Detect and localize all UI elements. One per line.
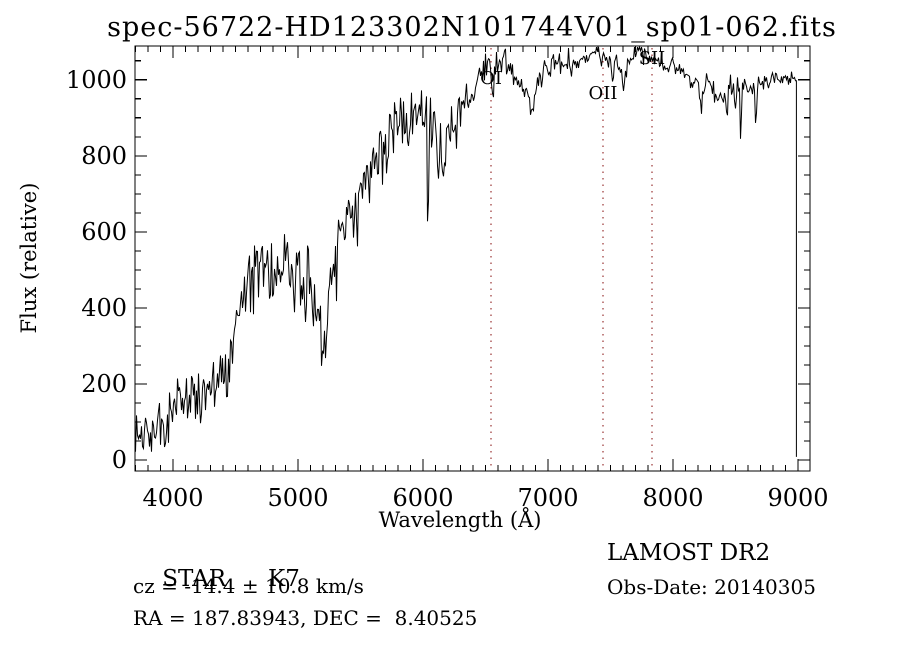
ra-dec: RA = 187.83943, DEC = 8.40525 xyxy=(133,606,478,630)
y-tick-label: 400 xyxy=(81,294,127,322)
spectrum-path xyxy=(135,45,797,457)
obs-date: Obs-Date: 20140305 xyxy=(607,575,816,599)
plot-title: spec-56722-HD123302N101744V01_sp01-062.f… xyxy=(107,12,837,43)
x-tick-label: 8000 xyxy=(642,484,703,512)
spectrum-plot: 4000 5000 6000 7000 8000 9000 0 200 400 600 800 100… xyxy=(17,12,837,532)
y-tick-label: 600 xyxy=(81,218,127,246)
survey-label: LAMOST DR2 xyxy=(607,540,771,566)
x-tick-label: 5000 xyxy=(267,484,328,512)
spectrum-trace xyxy=(135,45,797,457)
x-tick-label: 7000 xyxy=(517,484,578,512)
spectral-line-label: OII xyxy=(589,83,618,104)
x-tick-label: 6000 xyxy=(392,484,453,512)
plot-frame xyxy=(134,45,811,472)
axis-tick-labels: 4000 5000 6000 7000 8000 9000 0 200 400 600 800 100… xyxy=(66,66,829,512)
axis-ticks xyxy=(134,46,810,471)
object-class-line: STAR K7 xyxy=(133,540,300,618)
x-tick-label: 9000 xyxy=(767,484,828,512)
y-tick-label: 200 xyxy=(81,370,127,398)
object-class: STAR xyxy=(162,566,227,592)
y-axis-label: Flux (relative) xyxy=(17,183,41,334)
x-tick-label: 4000 xyxy=(142,484,203,512)
x-axis-label: Wavelength (Å) xyxy=(379,507,542,532)
y-tick-label: 800 xyxy=(81,142,127,170)
cz-value: cz = -14.4 ± 10.8 km/s xyxy=(133,574,364,598)
object-subclass: K7 xyxy=(268,566,300,592)
y-tick-label: 0 xyxy=(112,446,127,474)
y-tick-label: 1000 xyxy=(66,66,127,94)
